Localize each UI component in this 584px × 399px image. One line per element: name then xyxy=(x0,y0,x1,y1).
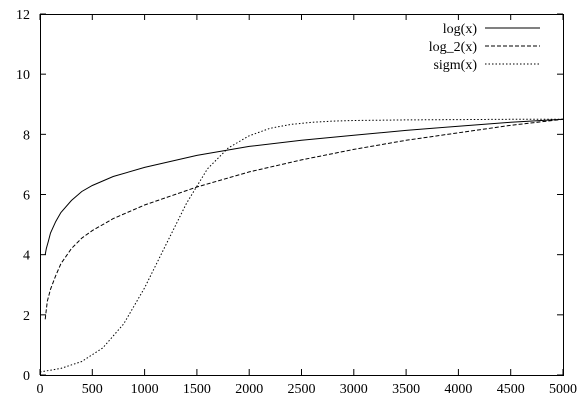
y-axis: 0 2 4 6 8 10 12 xyxy=(16,8,563,384)
x-tick-label: 4000 xyxy=(444,382,472,397)
series-line-sigm-x xyxy=(39,118,563,373)
y-tick-label: 12 xyxy=(16,8,30,23)
y-tick-label: 4 xyxy=(23,249,30,264)
legend-label: log(x) xyxy=(443,22,478,37)
plot-frame xyxy=(40,14,564,376)
y-tick-label: 6 xyxy=(23,189,30,204)
legend: log(x) log_2(x) sigm(x) xyxy=(429,22,540,73)
x-tick-label: 3500 xyxy=(392,382,420,397)
x-axis: 0 500 1000 1500 2000 2500 3000 3500 4000 4500 5000 xyxy=(37,14,577,397)
x-tick-label: 3000 xyxy=(340,382,368,397)
x-tick-label: 4500 xyxy=(497,382,525,397)
y-tick-label: 2 xyxy=(23,309,30,324)
x-tick-label: 500 xyxy=(82,382,103,397)
x-tick-label: 2500 xyxy=(288,382,316,397)
legend-label: log_2(x) xyxy=(429,40,478,55)
x-tick-label: 5000 xyxy=(549,382,577,397)
x-tick-label: 2000 xyxy=(235,382,263,397)
x-tick-label: 1500 xyxy=(183,382,211,397)
series-line-log-2-x xyxy=(44,118,564,320)
series-layer xyxy=(39,118,564,373)
x-tick-label: 1000 xyxy=(131,382,159,397)
legend-label: sigm(x) xyxy=(433,58,477,73)
y-tick-label: 10 xyxy=(16,68,30,83)
series-line-log-x xyxy=(44,118,564,255)
y-tick-label: 0 xyxy=(23,369,30,384)
y-tick-label: 8 xyxy=(23,128,30,143)
x-tick-label: 0 xyxy=(37,382,44,397)
